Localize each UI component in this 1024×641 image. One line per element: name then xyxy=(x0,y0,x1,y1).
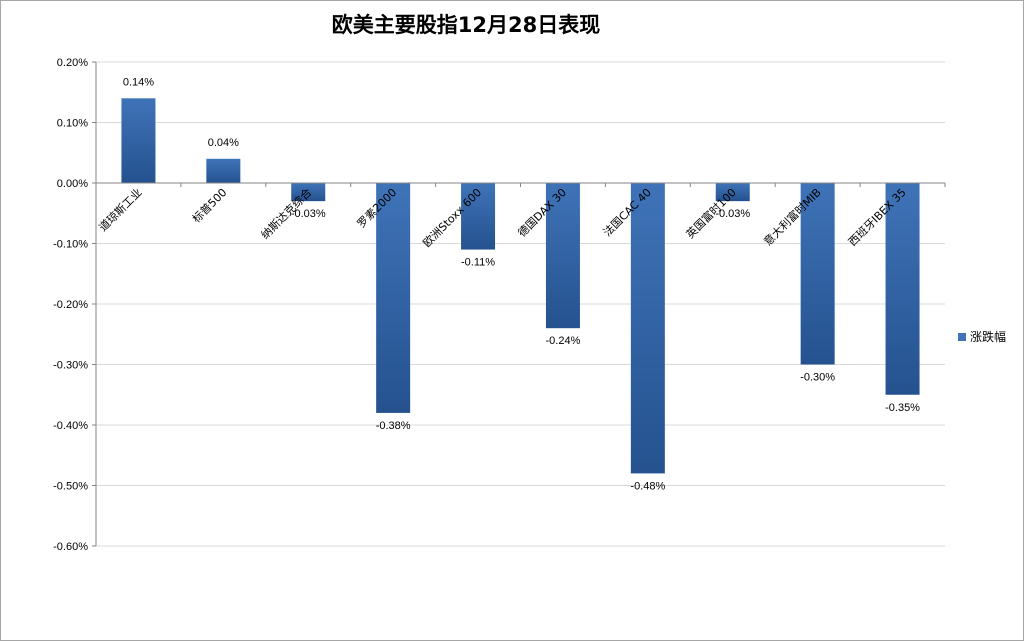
data-label: -0.35% xyxy=(885,402,920,414)
data-label: -0.24% xyxy=(546,335,581,347)
legend-label: 涨跌幅 xyxy=(970,330,1007,344)
bar xyxy=(630,183,665,474)
chart-title: 欧美主要股指12月28日表现 xyxy=(331,13,601,37)
y-tick-label: 0.20% xyxy=(57,57,88,69)
data-label: -0.03% xyxy=(715,208,750,220)
data-label: 0.04% xyxy=(208,137,239,149)
bar xyxy=(715,183,750,202)
y-tick-label: -0.50% xyxy=(53,481,88,493)
category-label: 标普500 xyxy=(189,185,229,225)
bar xyxy=(461,183,496,250)
data-label: -0.48% xyxy=(630,480,665,492)
bar xyxy=(800,183,835,365)
bar xyxy=(206,158,241,183)
legend: 涨跌幅 xyxy=(958,328,1006,345)
y-tick-label: -0.20% xyxy=(53,299,88,311)
data-label: -0.11% xyxy=(461,257,495,269)
data-label: -0.30% xyxy=(800,372,835,384)
y-tick-label: -0.30% xyxy=(53,360,88,372)
bar xyxy=(545,183,580,329)
data-label: -0.38% xyxy=(376,420,411,432)
legend-swatch xyxy=(958,332,966,341)
bar xyxy=(291,183,326,202)
y-tick-label: -0.10% xyxy=(53,239,88,251)
y-tick-label: -0.40% xyxy=(53,420,88,432)
y-tick-label: -0.60% xyxy=(53,541,88,553)
y-tick-label: 0.00% xyxy=(57,178,88,190)
data-label: 0.14% xyxy=(123,76,154,88)
bar xyxy=(376,183,411,413)
bar xyxy=(121,98,156,183)
data-label: -0.03% xyxy=(291,208,326,220)
category-label: 道琼斯工业 xyxy=(96,185,145,234)
y-tick-label: 0.10% xyxy=(57,118,88,130)
bar xyxy=(885,183,920,395)
